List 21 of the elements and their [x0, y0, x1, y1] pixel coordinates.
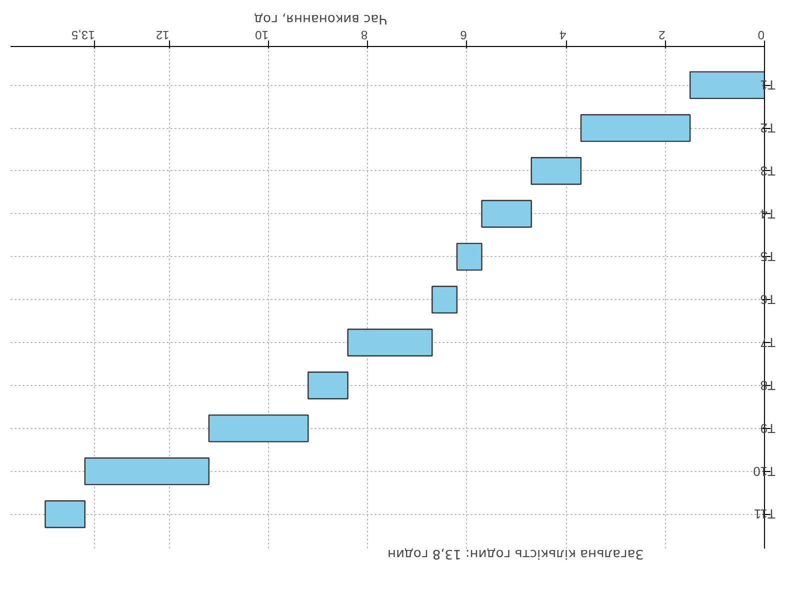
y-tick-label: T11	[754, 506, 776, 522]
y-tick-label: T8	[760, 378, 776, 393]
x-tick-label: 0	[758, 28, 764, 42]
x-axis-title: Час виконання, год	[254, 11, 388, 26]
y-tick-label: T6	[760, 292, 776, 308]
x-tick-label: 6	[460, 28, 467, 42]
y-tick-label: T4	[760, 206, 776, 222]
x-tick-label: 12	[156, 28, 170, 42]
y-tick-label: T2	[760, 120, 776, 136]
x-tick-label: 2	[658, 28, 666, 42]
y-tick-label: T9	[760, 420, 776, 436]
x-tick-label: 8	[360, 28, 368, 42]
x-tick-label: 10	[254, 28, 268, 42]
y-tick-label: T5	[760, 249, 776, 264]
x-tick-label: 13,5	[71, 28, 95, 42]
annotation: Загальна кількість годин: 13,8 годин	[388, 546, 644, 561]
y-tick-label: T10	[753, 464, 776, 479]
y-tick-label: T3	[760, 163, 776, 178]
y-tick-label: T7	[760, 335, 776, 350]
x-tick-label: 4	[559, 28, 566, 42]
y-tick-label: T1	[760, 78, 776, 93]
